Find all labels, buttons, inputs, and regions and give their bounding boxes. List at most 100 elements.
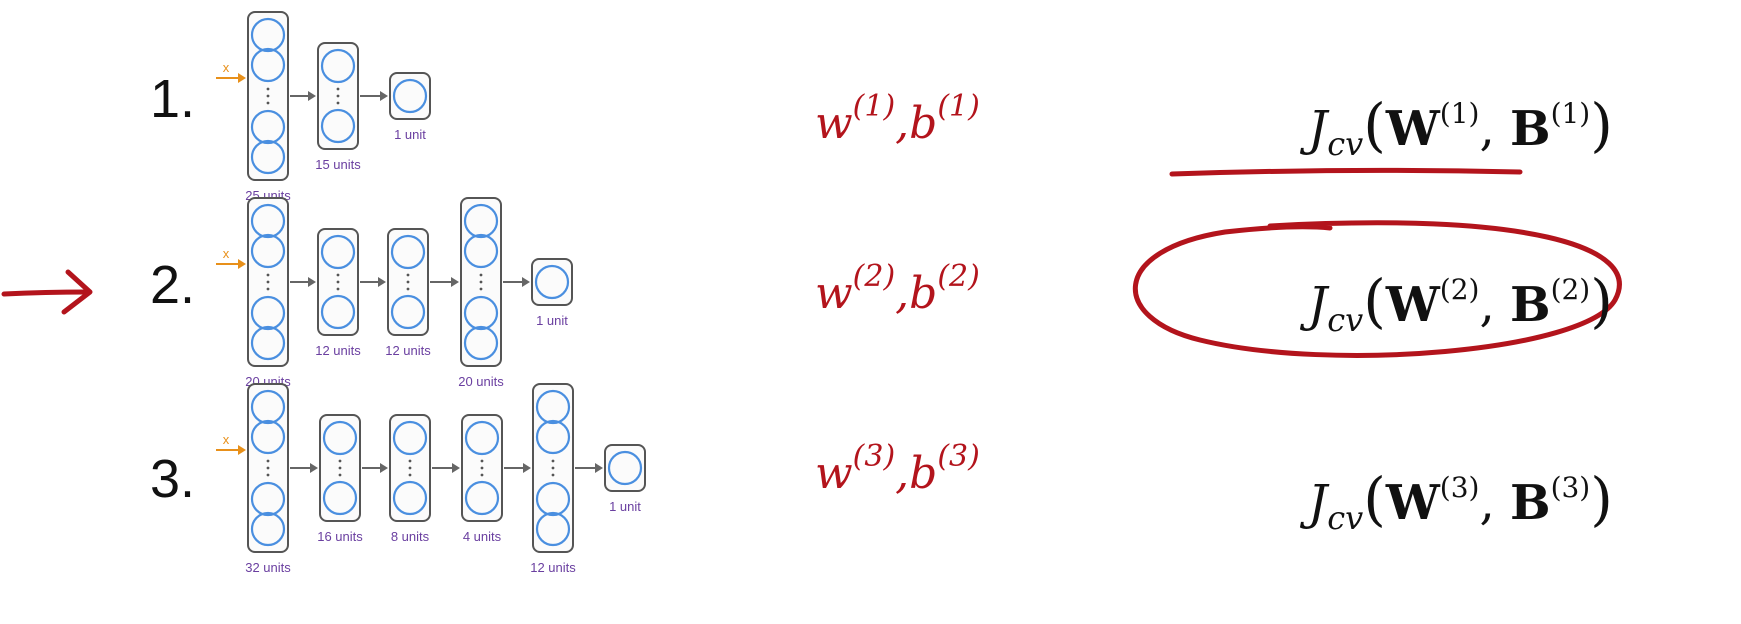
neuron-node — [535, 481, 571, 517]
neuron-node — [322, 480, 358, 516]
weights-index: (1) — [1439, 97, 1480, 130]
cost-symbol: J — [1308, 277, 1328, 333]
neuron-node — [392, 480, 428, 516]
w-symbol: w — [815, 448, 853, 499]
layer-units-label: 12 units — [530, 560, 576, 575]
neuron-node — [607, 450, 643, 486]
layer-arrow-head — [308, 277, 316, 287]
cost-symbol: J — [1308, 475, 1328, 531]
circle-mark — [1132, 220, 1622, 358]
w-index: (2) — [852, 259, 896, 294]
cost-expression-3: Jcv(W(3), B(3)) — [1308, 465, 1613, 537]
row-number-1: 1. — [150, 69, 196, 129]
neuron-node — [392, 78, 428, 114]
ellipsis-dot — [406, 287, 410, 291]
neuron-node — [250, 419, 286, 455]
neuron-node — [534, 264, 570, 300]
cost-subscript: cv — [1327, 125, 1364, 163]
layer-units-label: 20 units — [458, 374, 504, 389]
cost-symbol: J — [1308, 101, 1328, 157]
ellipsis-dot — [336, 94, 340, 98]
row-number-2: 2. — [150, 255, 196, 315]
input-arrow-head — [238, 73, 246, 83]
ellipsis-dot — [266, 273, 270, 277]
layer-units-label: 1 unit — [394, 127, 426, 142]
b-symbol: b — [909, 448, 938, 499]
ellipsis-dot — [266, 287, 270, 291]
weights-symbol: W — [1385, 101, 1440, 157]
input-arrow-head — [238, 445, 246, 455]
neuron-node — [320, 234, 356, 270]
w-symbol: w — [815, 268, 853, 319]
biases-index: (3) — [1550, 471, 1591, 504]
biases-symbol: B — [1509, 475, 1551, 531]
layer-arrow-head — [523, 463, 531, 473]
ellipsis-dot — [336, 101, 340, 105]
ellipsis-dot — [480, 466, 484, 470]
input-label: x — [223, 432, 230, 447]
ellipsis-dot — [338, 473, 342, 477]
neuron-node — [463, 233, 499, 269]
ellipsis-dot — [338, 466, 342, 470]
network-row-3: x 32 units 16 units 8 units 4 units 12 units 1… — [216, 383, 646, 575]
neuron-node — [535, 511, 571, 547]
neuron-node — [392, 420, 428, 456]
ellipsis-dot — [336, 87, 340, 91]
layer-units-label: 16 units — [317, 529, 363, 544]
neuron-node — [250, 481, 286, 517]
ellipsis-dot — [408, 459, 412, 463]
input-arrow-head — [238, 259, 246, 269]
b-symbol: b — [909, 268, 938, 319]
ellipsis-dot — [479, 287, 483, 291]
b-index: (1) — [937, 89, 980, 124]
neuron-node — [463, 295, 499, 331]
layer-arrow-head — [380, 463, 388, 473]
neuron-node — [250, 233, 286, 269]
w-index: (1) — [852, 89, 896, 124]
b-symbol: b — [909, 98, 938, 149]
weights-index: (3) — [1439, 471, 1480, 504]
neuron-node — [390, 234, 426, 270]
layer-units-label: 15 units — [315, 157, 361, 172]
weights-index: (2) — [1439, 273, 1480, 306]
input-label: x — [223, 60, 230, 75]
ellipsis-dot — [479, 280, 483, 284]
layer-units-label: 12 units — [385, 343, 431, 358]
ellipsis-dot — [266, 87, 270, 91]
layer-arrow-head — [310, 463, 318, 473]
neuron-node — [250, 325, 286, 361]
ellipsis-dot — [336, 280, 340, 284]
layer-units-label: 12 units — [315, 343, 361, 358]
biases-index: (2) — [1550, 273, 1591, 306]
neuron-node — [250, 109, 286, 145]
ellipsis-dot — [266, 101, 270, 105]
ellipsis-dot — [336, 273, 340, 277]
neuron-node — [250, 17, 286, 53]
underline-mark — [1169, 167, 1523, 177]
neuron-node — [463, 325, 499, 361]
neuron-node — [320, 108, 356, 144]
ellipsis-dot — [266, 280, 270, 284]
neuron-node — [464, 420, 500, 456]
neuron-node — [320, 294, 356, 330]
cost-subscript: cv — [1327, 499, 1364, 537]
neuron-node — [250, 47, 286, 83]
separator: , — [895, 268, 910, 319]
neuron-node — [535, 389, 571, 425]
layer-arrow-head — [451, 277, 459, 287]
pointer-arrow-icon — [1, 269, 93, 315]
layer-units-label: 1 unit — [536, 313, 568, 328]
ellipsis-dot — [336, 287, 340, 291]
b-index: (2) — [937, 259, 980, 294]
row-number-3: 3. — [150, 449, 196, 509]
biases-symbol: B — [1509, 277, 1551, 333]
ellipsis-dot — [338, 459, 342, 463]
separator: , — [895, 448, 910, 499]
layer-units-label: 4 units — [463, 529, 502, 544]
ellipsis-dot — [406, 280, 410, 284]
weights-symbol: W — [1385, 475, 1440, 531]
layer-arrow-head — [522, 277, 530, 287]
ellipsis-dot — [266, 473, 270, 477]
